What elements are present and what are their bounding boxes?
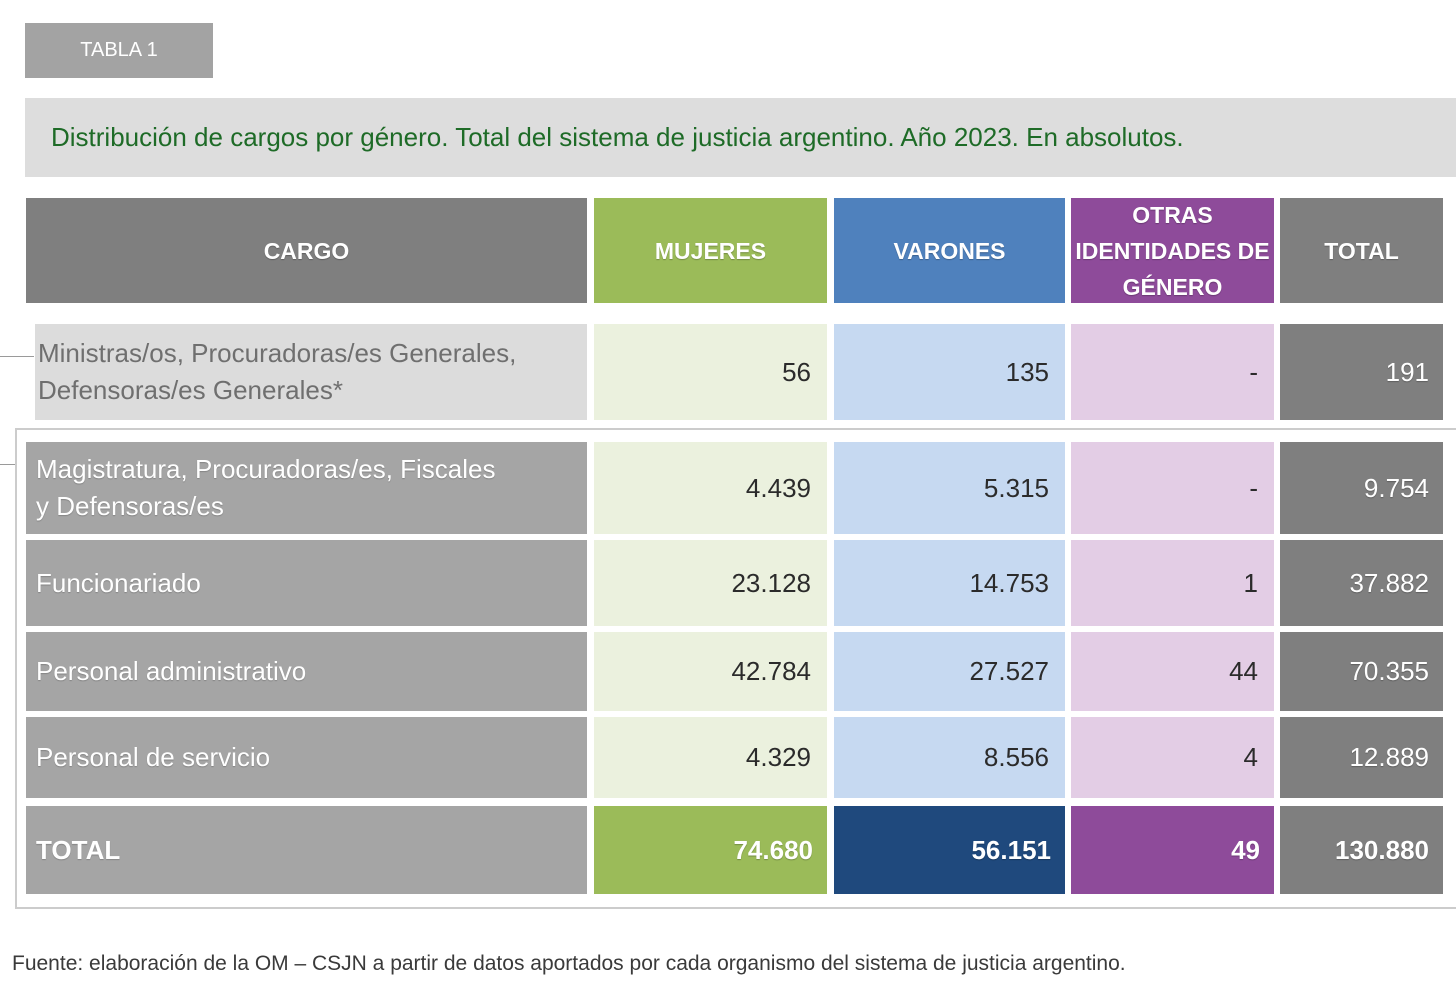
- connector-line: [0, 464, 16, 465]
- header-mujeres: MUJERES: [594, 198, 827, 303]
- cell-otras: 4: [1071, 717, 1274, 798]
- cell-varones: 27.527: [834, 632, 1065, 711]
- row-label-line1: Magistratura, Procuradoras/es, Fiscales: [36, 454, 496, 484]
- header-otras-identidades: OTRAS IDENTIDADES DE GÉNERO: [1071, 198, 1274, 303]
- cell-otras: 44: [1071, 632, 1274, 711]
- header-otras-line3: GÉNERO: [1122, 273, 1223, 300]
- cell-otras: -: [1071, 442, 1274, 534]
- header-otras-line1: OTRAS: [1132, 201, 1213, 228]
- table-number-label: TABLA 1: [25, 23, 213, 78]
- grand-total: 130.880: [1280, 806, 1443, 894]
- row-label-line2: y Defensoras/es: [36, 491, 224, 521]
- row-label-ministras: Ministras/os, Procuradoras/es Generales,…: [35, 324, 587, 420]
- cell-mujeres: 56: [594, 324, 827, 420]
- header-total: TOTAL: [1280, 198, 1443, 303]
- row-label-personal-de-servicio: Personal de servicio: [26, 717, 587, 798]
- cell-mujeres: 42.784: [594, 632, 827, 711]
- cell-varones: 5.315: [834, 442, 1065, 534]
- total-mujeres: 74.680: [594, 806, 827, 894]
- cell-varones: 14.753: [834, 540, 1065, 626]
- header-otras-line2: IDENTIDADES DE: [1075, 237, 1270, 264]
- cell-mujeres: 4.329: [594, 717, 827, 798]
- cell-otras: 1: [1071, 540, 1274, 626]
- connector-line: [0, 356, 34, 357]
- row-label-line2: Defensoras/es Generales*: [38, 375, 343, 405]
- cell-total: 12.889: [1280, 717, 1443, 798]
- cell-total: 9.754: [1280, 442, 1443, 534]
- totals-label: TOTAL: [26, 806, 587, 894]
- row-label-magistratura: Magistratura, Procuradoras/es, Fiscales …: [26, 442, 587, 534]
- row-label-funcionariado: Funcionariado: [26, 540, 587, 626]
- cell-mujeres: 4.439: [594, 442, 827, 534]
- total-varones: 56.151: [834, 806, 1065, 894]
- cell-varones: 135: [834, 324, 1065, 420]
- header-cargo: CARGO: [26, 198, 587, 303]
- row-label-line1: Ministras/os, Procuradoras/es Generales,: [38, 338, 517, 368]
- cell-total: 191: [1280, 324, 1443, 420]
- cell-total: 70.355: [1280, 632, 1443, 711]
- source-note: Fuente: elaboración de la OM – CSJN a pa…: [12, 952, 1126, 975]
- table-title: Distribución de cargos por género. Total…: [25, 98, 1456, 177]
- cell-otras: -: [1071, 324, 1274, 420]
- cell-total: 37.882: [1280, 540, 1443, 626]
- cell-varones: 8.556: [834, 717, 1065, 798]
- cell-mujeres: 23.128: [594, 540, 827, 626]
- total-otras: 49: [1071, 806, 1274, 894]
- row-label-personal-administrativo: Personal administrativo: [26, 632, 587, 711]
- table-frame: [15, 428, 1456, 909]
- header-varones: VARONES: [834, 198, 1065, 303]
